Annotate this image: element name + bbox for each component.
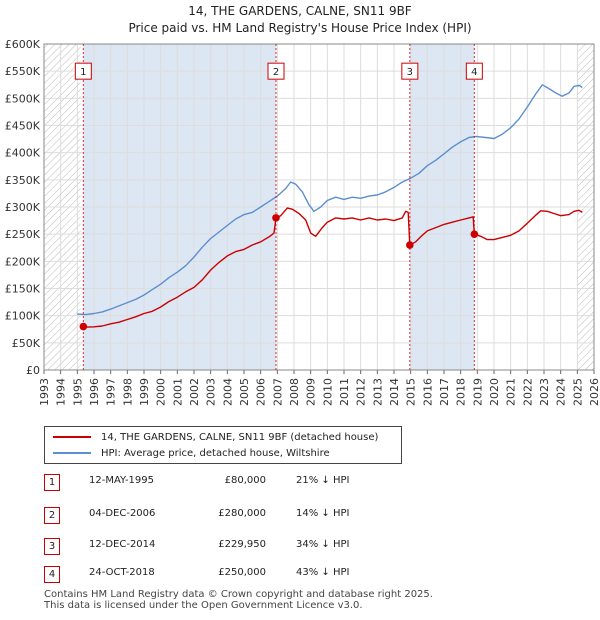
transaction-price: £250,000	[218, 567, 266, 578]
transaction-date: 12-MAY-1995	[89, 475, 155, 486]
transaction-hpi-diff: 21% ↓ HPI	[296, 475, 350, 486]
sale-label: 1	[80, 67, 86, 78]
x-tick-label: 2018	[455, 378, 468, 406]
x-tick-label: 1998	[121, 378, 134, 406]
x-tick-label: 2000	[155, 378, 168, 406]
price-chart: 1993 1994 1995 1996 1997 1998 1999 2000 2001 2002…	[5, 38, 600, 406]
y-tick-label: £300K	[5, 201, 41, 214]
x-tick-label: 2002	[188, 378, 201, 406]
property-price-line	[80, 207, 583, 328]
hpi-line	[77, 84, 583, 316]
x-tick-label: 2014	[388, 378, 401, 406]
footer-licence: This data is licensed under the Open Gov…	[44, 600, 363, 611]
x-tick-label: 2004	[221, 378, 234, 406]
legend-item-property: 14, THE GARDENS, CALNE, SN11 9BF (detach…	[53, 430, 378, 444]
sale-label: 3	[407, 67, 413, 78]
sale-label-box	[267, 62, 285, 80]
y-tick-label: £50K	[12, 337, 41, 350]
sale-point	[79, 322, 88, 331]
legend-property-label: 14, THE GARDENS, CALNE, SN11 9BF (detach…	[101, 431, 379, 443]
sale-label: 2	[273, 67, 279, 78]
footer-copyright: Contains HM Land Registry data © Crown c…	[44, 589, 433, 600]
sale-point	[470, 230, 479, 238]
x-tick-label: 2005	[238, 378, 251, 406]
x-tick-label: 1995	[71, 378, 84, 406]
x-tick-label: 2003	[205, 378, 218, 406]
sale-label-box	[74, 62, 92, 80]
transaction-date: 04-DEC-2006	[89, 508, 156, 519]
x-tick-label: 2008	[288, 378, 301, 406]
y-tick-label: £600K	[5, 38, 41, 51]
x-tick-label: 2006	[255, 378, 268, 406]
y-tick-label: £0	[26, 364, 40, 377]
transaction-price: £229,950	[218, 539, 266, 550]
series-lines	[77, 84, 583, 328]
sale-point	[406, 241, 414, 249]
x-tick-label: 1994	[55, 378, 68, 406]
x-tick-label: 1999	[138, 378, 151, 406]
x-tick-label: 1996	[88, 378, 101, 406]
transaction-number-badge: 4	[44, 566, 60, 583]
y-tick-label: £450K	[5, 120, 41, 133]
legend-item-hpi: HPI: Average price, detached house, Wilt…	[53, 446, 330, 460]
transaction-hpi-diff: 34% ↓ HPI	[296, 539, 350, 550]
x-tick-label: 1997	[105, 378, 118, 406]
transaction-hpi-diff: 43% ↓ HPI	[296, 567, 350, 578]
transaction-number-badge: 2	[44, 507, 60, 524]
sale-label-box	[465, 62, 483, 80]
x-tick-label: 2026	[588, 378, 600, 406]
footer-attribution: Contains HM Land Registry data © Crown c…	[44, 589, 433, 611]
x-tick-label: 2015	[405, 378, 418, 406]
x-tick-label: 2024	[555, 378, 568, 406]
y-tick-label: £550K	[5, 65, 41, 78]
transaction-hpi-diff: 14% ↓ HPI	[296, 508, 350, 519]
transaction-date: 12-DEC-2014	[89, 539, 156, 550]
plot-frame	[43, 43, 595, 371]
x-tick-label: 1993	[38, 378, 51, 406]
transaction-number-badge: 3	[44, 538, 60, 555]
x-tick-label: 2011	[338, 378, 351, 406]
x-tick-label: 2025	[571, 378, 584, 406]
y-tick-label: £500K	[5, 92, 41, 105]
hpi-line-swatch	[53, 452, 91, 454]
x-tick-label: 2023	[538, 378, 551, 406]
transaction-date: 24-OCT-2018	[89, 567, 155, 578]
y-tick-label: £350K	[5, 174, 41, 187]
chart-title: 14, THE GARDENS, CALNE, SN11 9BF	[188, 4, 412, 18]
sale-label: 4	[471, 67, 477, 78]
x-tick-label: 2020	[488, 378, 501, 406]
y-tick-label: £400K	[5, 147, 41, 160]
chart-subtitle: Price paid vs. HM Land Registry's House …	[128, 21, 472, 35]
property-line-swatch	[53, 436, 91, 438]
x-tick-label: 2021	[505, 378, 518, 406]
x-tick-label: 2001	[171, 378, 184, 406]
x-tick-label: 2022	[521, 378, 534, 406]
transaction-number-badge: 1	[44, 474, 60, 491]
transaction-price: £280,000	[218, 508, 266, 519]
y-tick-label: £200K	[5, 255, 41, 268]
x-tick-label: 2019	[471, 378, 484, 406]
x-tick-label: 2010	[321, 378, 334, 406]
x-tick-label: 2012	[355, 378, 368, 406]
axes: 1993 1994 1995 1996 1997 1998 1999 2000 2001 2002…	[5, 38, 600, 406]
x-tick-label: 2009	[305, 378, 318, 406]
y-tick-label: £250K	[5, 228, 41, 241]
transaction-price: £80,000	[224, 475, 266, 486]
x-tick-label: 2016	[421, 378, 434, 406]
y-tick-label: £100K	[5, 310, 41, 323]
sale-annotations: 1 2 3 4	[74, 44, 483, 370]
x-tick-label: 2013	[371, 378, 384, 406]
legend: 14, THE GARDENS, CALNE, SN11 9BF (detach…	[44, 426, 402, 464]
y-tick-label: £150K	[5, 283, 41, 296]
x-tick-label: 2017	[438, 378, 451, 406]
legend-hpi-label: HPI: Average price, detached house, Wilt…	[101, 447, 330, 459]
sale-point	[272, 214, 280, 222]
x-tick-label: 2007	[271, 378, 284, 406]
sale-label-box	[401, 62, 419, 80]
